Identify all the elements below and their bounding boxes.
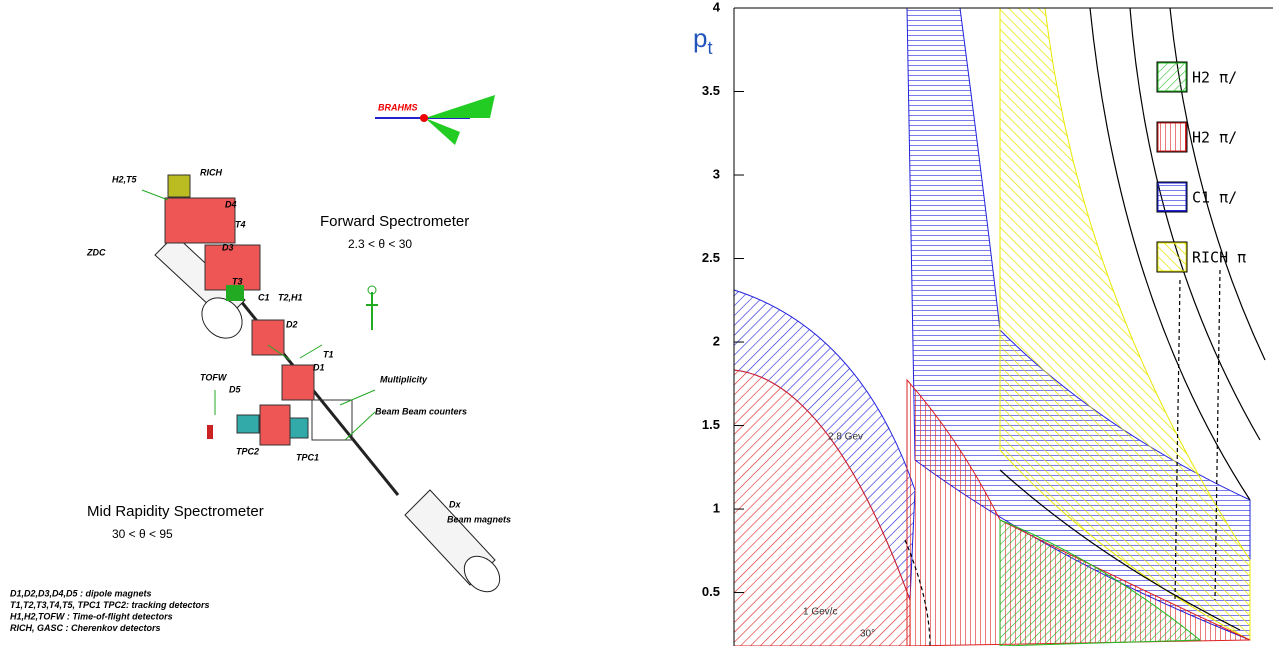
diagram-label: T1: [323, 349, 334, 359]
y-tick-label: 1.5: [702, 417, 720, 432]
note: D1,D2,D3,D4,D5 : dipole magnets: [10, 588, 152, 598]
person: [366, 292, 378, 330]
y-label-main: p: [693, 23, 707, 53]
forward-title: Forward Spectrometer: [320, 213, 469, 230]
diagram-label: H2,T5: [112, 174, 138, 184]
multiplicity: [312, 400, 352, 440]
d2: [252, 320, 284, 355]
diagram-label: D5: [229, 384, 241, 394]
y-tick-label: 2.5: [702, 250, 720, 265]
legend-swatch: [1157, 182, 1187, 212]
annotation: 2.8 Gev: [828, 432, 863, 443]
diagram-label: TPC2: [236, 446, 259, 456]
legend-label: C1 π/: [1192, 189, 1237, 207]
diagram-label: BRAHMS: [378, 102, 418, 112]
diagram-label: T3: [232, 276, 243, 286]
star: [420, 114, 428, 122]
tpc2: [237, 415, 259, 433]
diagram-label: RICH: [200, 167, 222, 177]
legend-label: H2 π/: [1192, 129, 1237, 147]
d1: [282, 365, 314, 400]
forward-range: 2.3 < θ < 30: [348, 237, 412, 251]
diagram-label: TPC1: [296, 452, 319, 462]
y-label: pt: [693, 23, 712, 58]
diagram-label: Dx: [449, 499, 461, 509]
diagram-label: Beam Beam counters: [375, 406, 467, 416]
legend-label: RICH π: [1192, 249, 1246, 267]
figure: BRAHMS RICH H2,T5 D4 T4 D3 ZDC T3 C1 T2,H1 D2 T1 D1 M…: [0, 0, 1273, 646]
y-tick-label: 3: [713, 166, 720, 181]
legend-label: H2 π/: [1192, 69, 1237, 87]
diagram-label: Beam magnets: [447, 514, 511, 524]
legend-swatch: [1157, 122, 1187, 152]
page: BRAHMS RICH H2,T5 D4 T4 D3 ZDC T3 C1 T2,H1 D2 T1 D1 M…: [0, 0, 1273, 646]
diagram-label: D1: [313, 362, 325, 372]
y-tick-label: 0.5: [702, 584, 720, 599]
diagram-label: D4: [225, 199, 237, 209]
legend-swatch: [1157, 242, 1187, 272]
diagram-label: D3: [222, 242, 234, 252]
legend-swatch: [1157, 62, 1187, 92]
diagram-label: Multiplicity: [380, 374, 428, 384]
mid-title: Mid Rapidity Spectrometer: [87, 503, 264, 520]
y-tick-label: 2: [713, 333, 720, 348]
chart: 2.8 Gev 1 Gev/c 30° pt: [693, 8, 1273, 646]
wedge: [425, 95, 495, 118]
diagram-labels: BRAHMS RICH H2,T5 D4 T4 D3 ZDC T3 C1 T2,H1 D2 T1 D1 M…: [86, 102, 511, 524]
legend: H2 π/H2 π/C1 π/RICH π: [1157, 62, 1246, 272]
mid-range: 30 < θ < 95: [112, 527, 173, 541]
diagram-label: T2,H1: [278, 292, 303, 302]
note: RICH, GASC : Cherenkov detectors: [10, 623, 161, 633]
annotation: 30°: [860, 629, 875, 640]
tofw: [207, 425, 213, 439]
y-tick-label: 1: [713, 500, 720, 515]
tpc1: [290, 418, 308, 438]
y-tick-label: 3.5: [702, 83, 720, 98]
notes: D1,D2,D3,D4,D5 : dipole magnets T1,T2,T3,…: [10, 588, 210, 633]
t3: [226, 285, 244, 301]
d5: [260, 405, 290, 445]
note: T1,T2,T3,T4,T5, TPC1 TPC2: tracking dete…: [10, 600, 210, 610]
wedge: [425, 118, 460, 145]
diagram-label: TOFW: [200, 372, 228, 382]
diagram-label: T4: [235, 219, 246, 229]
diagram-label: D2: [286, 319, 298, 329]
note: H1,H2,TOFW : Time-of-flight detectors: [10, 611, 173, 621]
y-tick-label: 4: [713, 0, 721, 14]
diagram-label: ZDC: [86, 247, 106, 257]
diagram-label: C1: [258, 292, 270, 302]
y-label-sub: t: [707, 38, 712, 58]
annotation: 1 Gev/c: [803, 607, 837, 618]
rich: [168, 175, 190, 197]
